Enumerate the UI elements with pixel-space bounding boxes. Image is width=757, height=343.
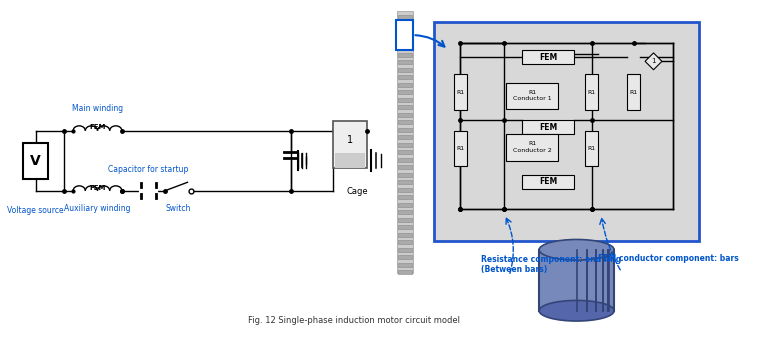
Bar xyxy=(397,11,413,273)
Text: (Between bars): (Between bars) xyxy=(481,265,547,274)
Bar xyxy=(453,74,467,110)
Bar xyxy=(398,68,412,72)
Bar xyxy=(398,180,412,184)
Bar xyxy=(398,120,412,124)
Bar xyxy=(539,250,614,311)
Bar xyxy=(628,74,640,110)
Text: R1: R1 xyxy=(528,90,536,95)
Bar xyxy=(398,210,412,214)
Bar xyxy=(453,131,467,166)
Ellipse shape xyxy=(539,300,614,321)
Text: Resistance component: end ring: Resistance component: end ring xyxy=(481,256,621,264)
Bar xyxy=(398,248,412,252)
Bar xyxy=(398,240,412,244)
Bar xyxy=(398,263,412,267)
Bar xyxy=(506,134,558,161)
Bar xyxy=(398,31,412,34)
Text: R1: R1 xyxy=(456,90,465,95)
Bar xyxy=(398,113,412,117)
Bar xyxy=(398,83,412,87)
Bar xyxy=(396,20,413,50)
Text: R1: R1 xyxy=(528,141,536,146)
Text: R1: R1 xyxy=(587,146,596,151)
Bar xyxy=(398,135,412,139)
Bar xyxy=(585,131,598,166)
Bar xyxy=(398,105,412,109)
Bar xyxy=(398,203,412,207)
Text: FEM conductor component: bars: FEM conductor component: bars xyxy=(598,253,739,262)
Bar xyxy=(398,218,412,222)
Text: V: V xyxy=(30,154,41,168)
Text: Conductor 1: Conductor 1 xyxy=(512,96,551,101)
Bar xyxy=(333,121,366,168)
Text: FEM: FEM xyxy=(89,124,106,130)
Bar xyxy=(506,83,558,109)
Text: 1: 1 xyxy=(347,135,353,145)
Bar xyxy=(398,225,412,229)
Bar xyxy=(398,98,412,102)
Bar xyxy=(398,256,412,259)
Text: Capacitor for startup: Capacitor for startup xyxy=(108,165,188,174)
Bar xyxy=(522,50,574,64)
Bar xyxy=(398,53,412,57)
Text: FEM: FEM xyxy=(539,177,557,186)
Bar xyxy=(434,22,699,241)
Text: Auxiliary winding: Auxiliary winding xyxy=(64,204,131,213)
Bar xyxy=(398,23,412,27)
Bar xyxy=(585,74,598,110)
Bar xyxy=(398,45,412,49)
Bar xyxy=(398,196,412,199)
Bar xyxy=(398,15,412,19)
Bar xyxy=(398,150,412,154)
Text: R1: R1 xyxy=(630,90,638,95)
Text: Cage: Cage xyxy=(347,187,368,196)
Bar xyxy=(398,128,412,132)
Bar xyxy=(398,165,412,169)
Text: 1: 1 xyxy=(651,58,656,64)
Text: Main winding: Main winding xyxy=(72,104,123,113)
Bar xyxy=(398,143,412,147)
Bar xyxy=(398,60,412,64)
Polygon shape xyxy=(645,53,662,70)
Bar xyxy=(522,175,574,189)
Bar xyxy=(398,173,412,177)
Bar xyxy=(398,158,412,162)
Text: R1: R1 xyxy=(456,146,465,151)
Text: Fig. 12 Single-phase induction motor circuit model: Fig. 12 Single-phase induction motor cir… xyxy=(248,316,460,325)
Bar xyxy=(335,153,365,168)
Text: FEM: FEM xyxy=(539,123,557,132)
Bar xyxy=(398,270,412,274)
Text: FEM: FEM xyxy=(89,185,106,191)
Bar xyxy=(398,233,412,237)
Text: Conductor 2: Conductor 2 xyxy=(512,148,551,153)
Bar xyxy=(398,91,412,94)
Bar xyxy=(522,120,574,134)
Bar xyxy=(398,38,412,42)
Text: R1: R1 xyxy=(587,90,596,95)
Text: Switch: Switch xyxy=(166,204,191,213)
Text: Voltage source: Voltage source xyxy=(8,206,64,215)
Text: FEM: FEM xyxy=(539,52,557,62)
Ellipse shape xyxy=(539,239,614,260)
Bar xyxy=(398,188,412,192)
Bar xyxy=(23,143,48,179)
Bar xyxy=(398,75,412,79)
